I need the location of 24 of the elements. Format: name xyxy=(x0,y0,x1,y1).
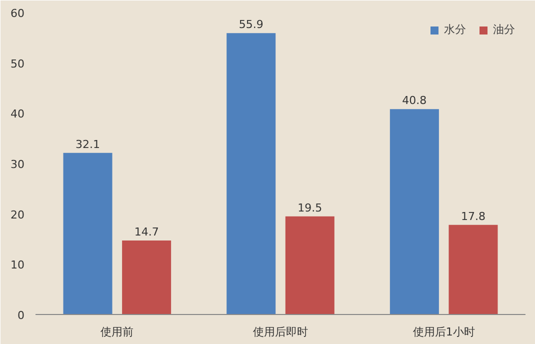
y-tick-label: 20 xyxy=(10,208,25,222)
bar xyxy=(285,216,334,314)
legend-label: 油分 xyxy=(493,22,515,37)
data-label: 14.7 xyxy=(134,226,159,239)
legend-label: 水分 xyxy=(444,22,466,37)
bar xyxy=(63,152,112,314)
y-tick-label: 30 xyxy=(10,158,25,171)
data-label: 19.5 xyxy=(298,201,322,214)
bar xyxy=(226,33,276,314)
y-tick-label: 50 xyxy=(10,57,25,70)
data-label: 32.1 xyxy=(76,138,100,151)
bar xyxy=(122,240,172,314)
y-tick-label: 0 xyxy=(18,309,24,322)
bar xyxy=(448,224,498,314)
data-label: 40.8 xyxy=(402,94,427,108)
data-label: 55.9 xyxy=(238,18,264,32)
data-label: 17.8 xyxy=(460,210,486,223)
y-tick-label: 60 xyxy=(10,7,25,20)
bar xyxy=(390,109,439,314)
y-tick-label: 40 xyxy=(10,108,25,121)
x-tick-label: 使用后即时 xyxy=(253,326,308,338)
x-tick-label: 使用后1小时 xyxy=(412,326,475,338)
x-tick-label: 使用前 xyxy=(100,326,134,338)
y-tick-label: 10 xyxy=(10,258,25,272)
